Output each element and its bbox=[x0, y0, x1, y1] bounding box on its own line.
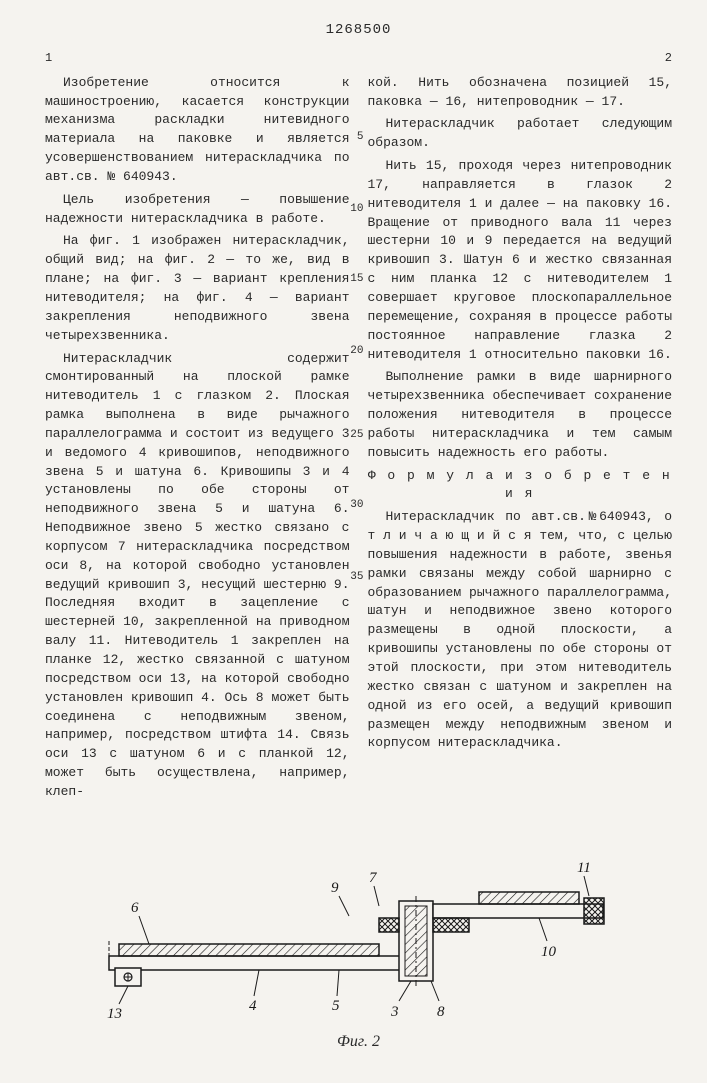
figure-svg: 6 9 7 11 13 4 5 3 8 10 bbox=[79, 846, 639, 1026]
paragraph: Нитераскладчик содержит смонтированный н… bbox=[45, 350, 350, 802]
paragraph: Нитераскладчик по авт.св.№640943, о т л … bbox=[368, 508, 673, 753]
line-number: 20 bbox=[350, 344, 363, 360]
line-number: 15 bbox=[350, 272, 363, 288]
text-columns: Изобретение относится к машиностроению, … bbox=[45, 74, 672, 806]
fig-label-11: 11 bbox=[577, 860, 591, 876]
fig-label-9: 9 bbox=[331, 880, 339, 896]
formula-heading: Ф о р м у л а и з о б р е т е н и я bbox=[368, 467, 673, 505]
fig-label-3: 3 bbox=[390, 1004, 399, 1020]
paragraph: Нить 15, проходя через нитепроводник 17,… bbox=[368, 157, 673, 364]
figure-caption: Фиг. 2 bbox=[45, 1030, 672, 1053]
left-column: Изобретение относится к машиностроению, … bbox=[45, 74, 350, 806]
line-number: 10 bbox=[350, 202, 363, 218]
line-number: 35 bbox=[350, 570, 363, 586]
paragraph: кой. Нить обозначена позицией 15, паковк… bbox=[368, 74, 673, 112]
page: 1268500 1 2 Изобретение относится к маши… bbox=[0, 0, 707, 1083]
fig-label-5: 5 bbox=[332, 998, 340, 1014]
right-column: 5101520253035 кой. Нить обозначена позиц… bbox=[368, 74, 673, 806]
paragraph: Выполнение рамки в виде шарнирного четыр… bbox=[368, 368, 673, 462]
line-number: 30 bbox=[350, 498, 363, 514]
paragraph: Изобретение относится к машиностроению, … bbox=[45, 74, 350, 187]
page-marks: 1 2 bbox=[45, 50, 672, 67]
fig-label-8: 8 bbox=[437, 1004, 445, 1020]
fig-label-4: 4 bbox=[249, 998, 257, 1014]
fig-label-6: 6 bbox=[131, 900, 139, 916]
fig-label-10: 10 bbox=[541, 944, 557, 960]
fig-label-7: 7 bbox=[369, 870, 378, 886]
page-number-left: 1 bbox=[45, 50, 52, 67]
figure-2: 6 9 7 11 13 4 5 3 8 10 Фиг. 2 bbox=[45, 836, 672, 1063]
page-number-right: 2 bbox=[665, 50, 672, 67]
paragraph: Цель изобретения — повышение надежности … bbox=[45, 191, 350, 229]
line-number: 5 bbox=[357, 130, 364, 146]
fig-label-13: 13 bbox=[107, 1006, 122, 1022]
line-number: 25 bbox=[350, 428, 363, 444]
paragraph: Нитераскладчик работает следующим образо… bbox=[368, 115, 673, 153]
paragraph: На фиг. 1 изображен нитераскладчик, общи… bbox=[45, 232, 350, 345]
document-number: 1268500 bbox=[45, 20, 672, 40]
